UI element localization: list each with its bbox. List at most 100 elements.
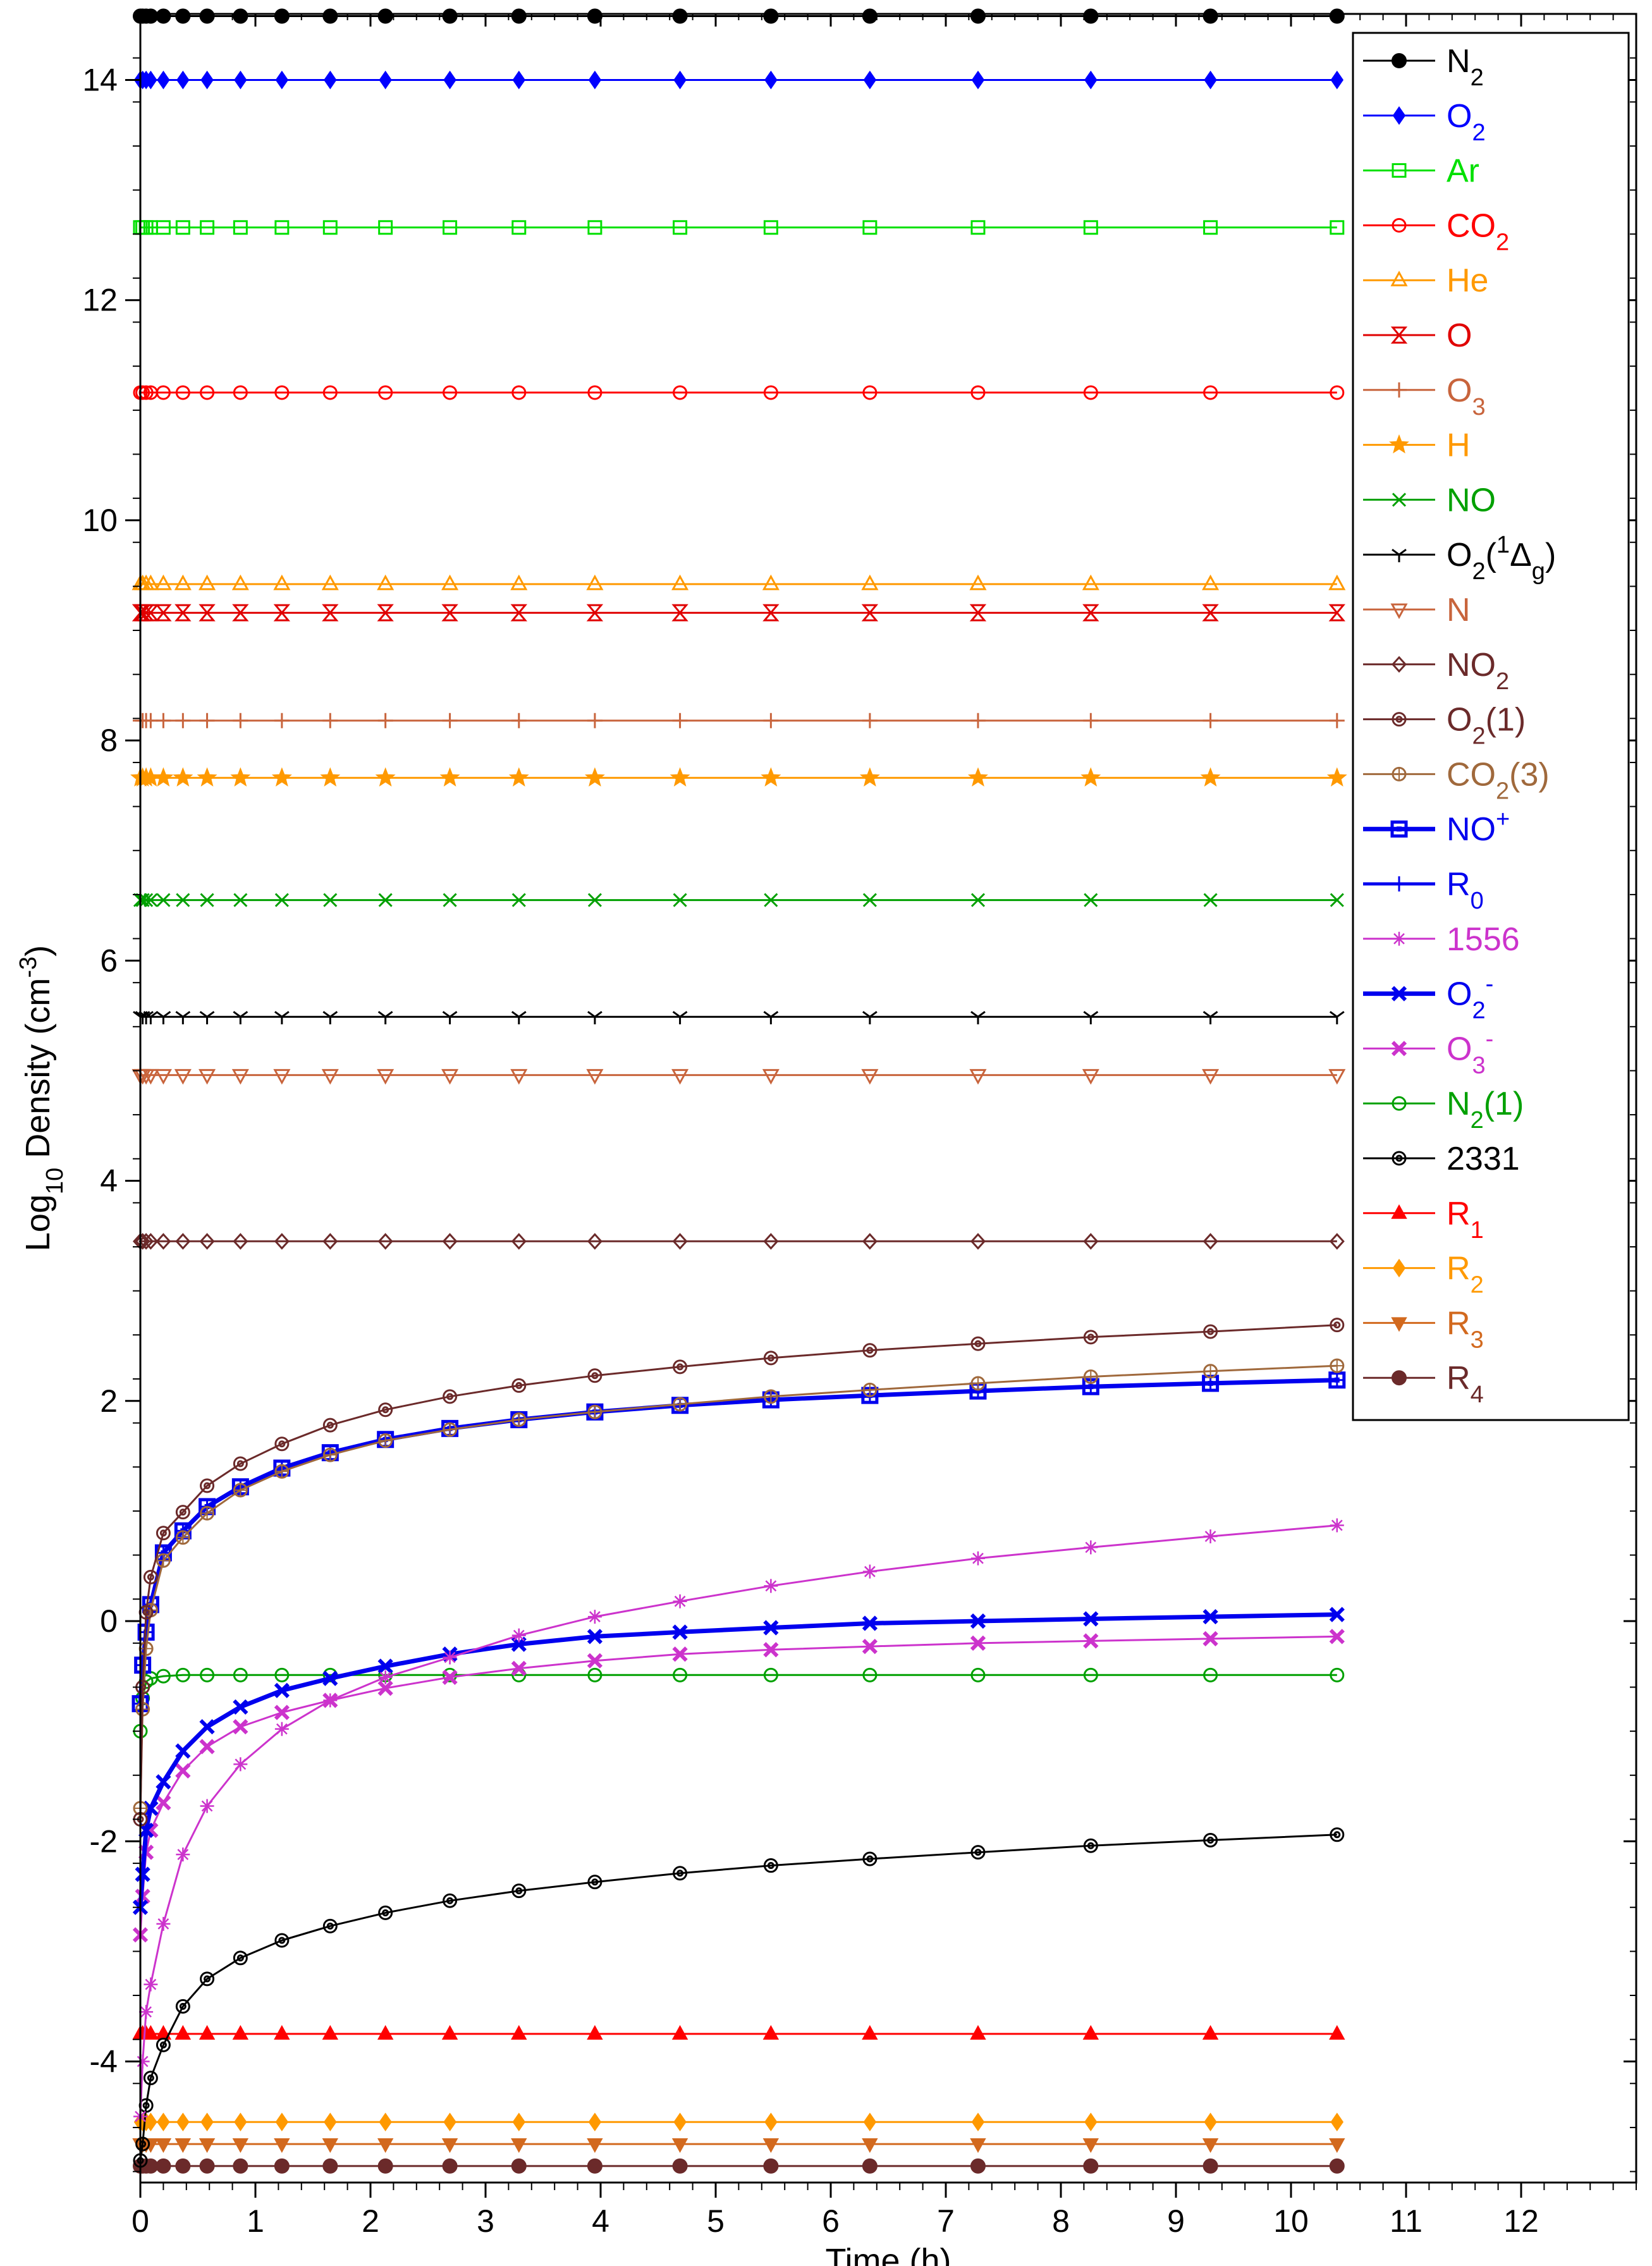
series-no-point xyxy=(443,893,457,907)
series-r4-point xyxy=(511,2158,527,2174)
series-no2-point xyxy=(763,1233,779,1250)
series-co2-3-point xyxy=(200,1505,215,1521)
series-n2-1-point xyxy=(175,1667,190,1682)
series-n-point xyxy=(154,1069,172,1085)
series-o3-point xyxy=(274,1705,290,1720)
series-layer xyxy=(130,8,1347,2174)
series-h-point xyxy=(197,767,217,787)
legend-label-part: Ar xyxy=(1447,153,1479,190)
series-he-point xyxy=(231,574,249,591)
series-o2-point xyxy=(275,70,289,90)
series-n2 xyxy=(133,8,1345,24)
series-n2-point xyxy=(377,8,393,24)
series-n-point xyxy=(174,1069,192,1085)
series-n2-point xyxy=(143,8,159,24)
series-o2-1-g-point xyxy=(175,1010,191,1025)
series-1556-point xyxy=(764,1579,778,1593)
legend-item-no2-label: NO2 xyxy=(1447,647,1509,695)
legend-label-part: 3 xyxy=(1472,1052,1485,1079)
series-o2-point xyxy=(588,70,602,90)
series-r4-point xyxy=(587,2158,603,2174)
series-r3-point xyxy=(1082,2138,1099,2153)
series-2331-point xyxy=(970,1845,986,1860)
series-o-point xyxy=(671,604,688,622)
series-1556-point xyxy=(1330,1518,1344,1533)
series-co2-3-point xyxy=(233,1483,248,1498)
legend-label-part: 2 xyxy=(1471,1272,1484,1299)
series-ar-point xyxy=(322,220,338,235)
series-r4-point xyxy=(763,2158,779,2174)
legend-item-r0-marker xyxy=(1392,876,1407,891)
series-o2-point xyxy=(1202,1608,1218,1625)
series-o2-point xyxy=(862,1615,878,1631)
series-r2-point xyxy=(971,2112,985,2131)
series-o3-point xyxy=(587,713,603,728)
series-no-point xyxy=(673,893,687,907)
series-r3-point xyxy=(232,2138,249,2153)
series-no2-point xyxy=(156,1233,171,1250)
series-he-point xyxy=(321,574,339,591)
series-o2-1-g-point xyxy=(156,1010,171,1025)
series-no2-point xyxy=(442,1233,458,1250)
series-o3-point xyxy=(1083,713,1099,728)
series-o3-point xyxy=(511,713,527,728)
series-he-point xyxy=(510,574,528,591)
series-o2-1-point xyxy=(156,1526,171,1541)
series-r4-point xyxy=(175,2158,191,2174)
series-n-point xyxy=(969,1069,987,1085)
series-o2-1-g-point xyxy=(233,1010,248,1025)
legend-label-part: - xyxy=(1486,1026,1494,1052)
series-o3-point xyxy=(1329,713,1345,728)
series-no xyxy=(133,893,1344,907)
series-o2-1-g-point xyxy=(274,1010,290,1025)
legend-item-he-marker xyxy=(1390,271,1408,286)
legend-label-part: 1 xyxy=(1471,1217,1484,1244)
series-ar-point xyxy=(511,220,527,235)
x-tick-label: 5 xyxy=(707,2203,725,2239)
series-ar-point xyxy=(233,220,248,235)
legend-item-ar-marker xyxy=(1392,163,1407,178)
legend-item-o2-1-g-label: O2(1Δg) xyxy=(1447,532,1556,585)
series-h-point xyxy=(1200,767,1221,787)
series-o-point xyxy=(174,604,192,622)
legend-item-n2-1-label: N2(1) xyxy=(1447,1086,1524,1134)
legend-item-co2-marker xyxy=(1392,217,1407,233)
legend-item-n2-marker xyxy=(1392,53,1407,68)
series-o2-point xyxy=(200,70,214,90)
legend-item-2331-marker xyxy=(1392,1151,1407,1166)
series-ar-point xyxy=(274,220,290,235)
series-r3-point xyxy=(174,2138,192,2153)
legend-item-h-marker xyxy=(1389,434,1409,454)
legend-label-part: O xyxy=(1447,372,1472,409)
series-o2-1-point xyxy=(233,1456,248,1471)
series-ar-point xyxy=(443,220,458,235)
series-n2-1-point xyxy=(673,1667,688,1682)
series-r3-point xyxy=(322,2138,338,2153)
series-he-point xyxy=(174,574,192,591)
series-r1-point xyxy=(142,2024,159,2040)
legend-item-r4-label: R4 xyxy=(1447,1360,1484,1408)
series-o2-1-point xyxy=(143,1569,158,1584)
series-2331-line xyxy=(139,1834,1337,2161)
x-tick-label: 1 xyxy=(247,2203,264,2239)
legend-item-r0-label: R0 xyxy=(1447,866,1484,914)
series-r4-point xyxy=(377,2158,393,2174)
legend-item-no2-marker xyxy=(1391,656,1407,673)
series-n2-1-point xyxy=(587,1667,603,1682)
series-o2-1-g-point xyxy=(377,1010,393,1025)
legend-label-part: N xyxy=(1447,43,1471,80)
series-o3-point xyxy=(1083,1633,1099,1649)
series-n2-point xyxy=(199,8,215,24)
series-r1-point xyxy=(1202,2024,1219,2040)
series-o2-1-point xyxy=(511,1378,527,1393)
y-tick-label: 0 xyxy=(100,1603,118,1639)
series-o-point xyxy=(199,604,216,622)
legend-label-part: R xyxy=(1447,1196,1471,1232)
series-2331-point xyxy=(1330,1827,1345,1842)
series-o-point xyxy=(142,604,159,622)
series-co2-point xyxy=(200,385,215,400)
x-tick-label: 12 xyxy=(1503,2203,1539,2239)
series-1556-point xyxy=(139,2005,154,2019)
x-tick-label: 11 xyxy=(1390,2203,1423,2239)
series-he-point xyxy=(1202,574,1220,591)
